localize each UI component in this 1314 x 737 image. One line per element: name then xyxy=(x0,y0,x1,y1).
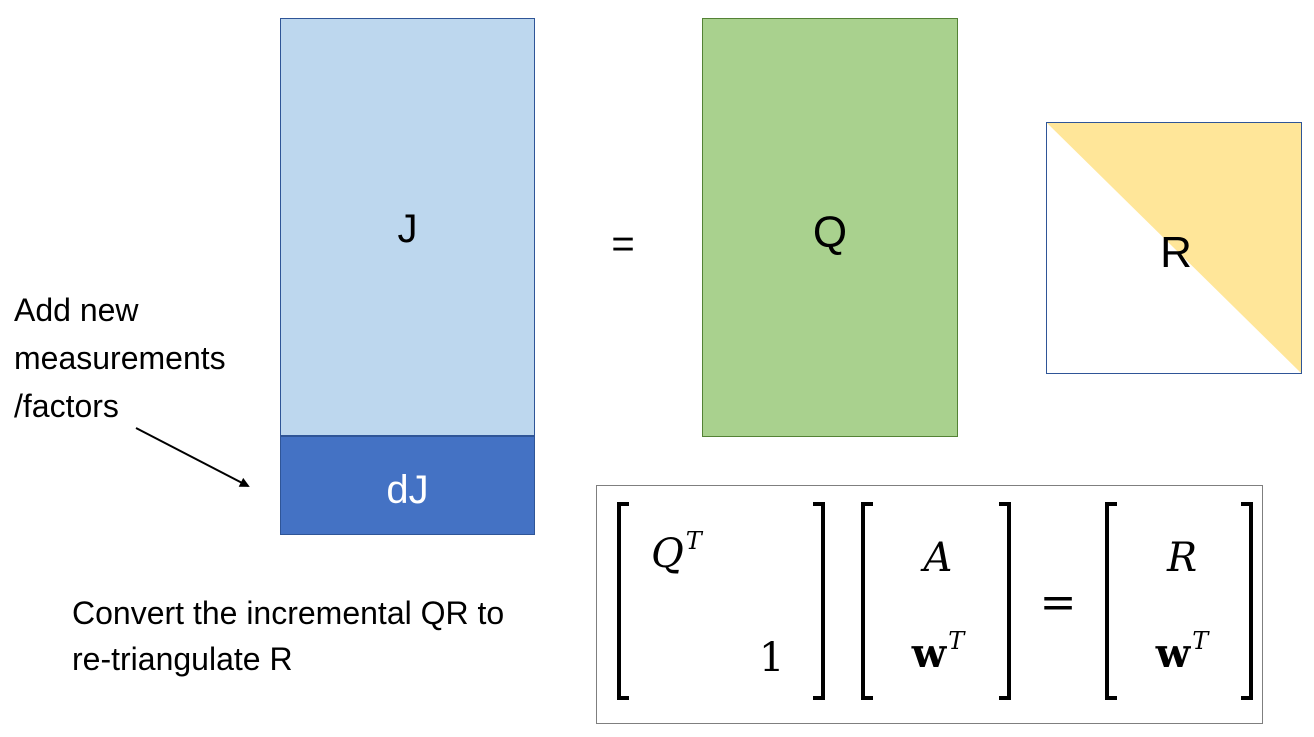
r-matrix-block xyxy=(1046,122,1302,374)
r-matrix-label: R xyxy=(1160,228,1192,277)
w-transpose-entry: wT xyxy=(911,627,965,677)
dj-matrix-label: dJ xyxy=(386,468,429,512)
new-measurements-annotation: Add new measurements /factors xyxy=(14,286,274,430)
dj-matrix-block xyxy=(280,436,535,535)
r-matrix-entry: R xyxy=(1166,535,1198,581)
q-transpose-entry: QT xyxy=(651,527,702,577)
equals-sign: = xyxy=(611,222,635,266)
caption-line: Convert the incremental QR to xyxy=(72,595,505,631)
caption-line: re-triangulate R xyxy=(72,641,293,677)
w-transpose-entry: wT xyxy=(1155,627,1209,677)
q-matrix-block xyxy=(702,18,958,437)
caption-text: Convert the incremental QR to re-triangu… xyxy=(72,590,592,682)
annotation-line: /factors xyxy=(14,388,119,424)
j-matrix-block xyxy=(280,18,535,436)
j-matrix-label: J xyxy=(397,207,418,251)
identity-one-entry: 1 xyxy=(759,635,785,681)
equation-equals-sign: = xyxy=(1039,577,1077,628)
q-matrix-label: Q xyxy=(812,208,848,257)
r-upper-triangle xyxy=(1047,123,1301,373)
a-matrix-entry: A xyxy=(923,535,953,581)
matrix-brackets xyxy=(617,502,1253,700)
annotation-line: Add new xyxy=(14,292,139,328)
qr-update-equation: QT 1 A wT = R wT xyxy=(596,485,1263,724)
annotation-line: measurements xyxy=(14,340,226,376)
annotation-arrow xyxy=(135,427,250,487)
